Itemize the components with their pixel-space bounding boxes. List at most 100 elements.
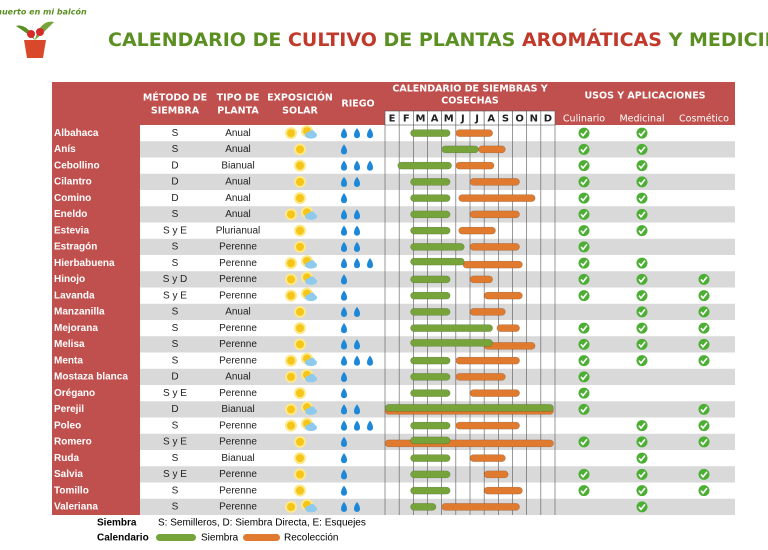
legend-text: Recolección xyxy=(284,533,338,544)
drop xyxy=(354,128,360,139)
sowing-bar xyxy=(410,373,451,381)
check-icon xyxy=(636,176,648,188)
check xyxy=(580,178,588,186)
watering xyxy=(341,436,347,447)
check xyxy=(580,373,588,381)
month-label: E xyxy=(389,114,396,125)
column-header: SOLAR xyxy=(282,106,318,117)
drop xyxy=(341,160,347,171)
name-column xyxy=(52,125,140,515)
sowing-method: S xyxy=(172,323,179,334)
harvest-bar xyxy=(441,503,520,511)
watering xyxy=(341,160,373,171)
sowing-bar xyxy=(410,503,437,511)
sowing-method: S xyxy=(172,485,179,496)
month-label: M xyxy=(444,114,454,125)
title-part: Y MEDICINALES xyxy=(662,29,768,51)
exposure-icon xyxy=(294,484,306,497)
sowing-bar xyxy=(397,161,452,170)
uses-header: Cosmético xyxy=(679,114,729,125)
exposure-icon xyxy=(294,435,306,448)
sowing-method: S xyxy=(172,307,179,318)
sowing-method: S xyxy=(172,355,179,366)
sun xyxy=(296,437,304,446)
check xyxy=(700,292,708,300)
plant-name: Albahaca xyxy=(54,128,99,139)
sun xyxy=(296,454,304,463)
column-header: PLANTA xyxy=(217,106,259,117)
drop xyxy=(367,355,373,366)
month-label: J xyxy=(460,114,465,125)
month-label: A xyxy=(431,114,439,125)
plant-name: Orégano xyxy=(54,388,95,399)
exposure-icon xyxy=(294,305,306,318)
check xyxy=(638,211,646,219)
plant-name: Estevia xyxy=(54,225,89,236)
column-header: CALENDARIO DE SIEMBRAS Y xyxy=(392,84,547,95)
plant-type: Bianual xyxy=(221,453,254,464)
uses-header: Culinario xyxy=(563,114,605,125)
sowing-method: S xyxy=(172,242,179,253)
plant-name: Cilantro xyxy=(54,177,92,188)
harvest-bar xyxy=(462,260,523,269)
sowing-bar xyxy=(410,243,465,251)
watering xyxy=(341,469,347,480)
check xyxy=(580,438,588,446)
cloud-puff xyxy=(309,260,315,267)
watering xyxy=(341,225,360,236)
sun xyxy=(287,259,295,268)
plant-type: Anual xyxy=(225,372,251,383)
exposure-icon xyxy=(294,175,306,188)
check-icon xyxy=(636,208,648,220)
sun xyxy=(296,324,304,333)
drop xyxy=(354,225,360,236)
sun xyxy=(287,210,295,219)
check xyxy=(638,162,646,170)
sowing-bar xyxy=(410,210,451,219)
check-icon xyxy=(636,485,648,497)
check xyxy=(638,178,646,186)
exposure-icon xyxy=(294,452,306,465)
sowing-bar xyxy=(410,339,493,347)
drop xyxy=(341,388,347,399)
sun xyxy=(287,291,295,300)
check xyxy=(700,422,708,430)
watering xyxy=(341,128,373,139)
check xyxy=(580,390,588,397)
sun xyxy=(296,389,304,398)
sowing-method: D xyxy=(171,177,178,188)
check xyxy=(638,357,646,365)
watering xyxy=(341,193,347,204)
drop xyxy=(354,306,360,317)
drop xyxy=(341,323,347,334)
cloud-puff xyxy=(309,406,315,413)
plant-name: Mostaza blanca xyxy=(54,372,128,383)
check xyxy=(700,325,708,332)
plant-type: Perenne xyxy=(219,290,257,301)
check xyxy=(580,227,588,235)
check-icon xyxy=(636,192,648,204)
check-icon xyxy=(698,338,710,350)
check xyxy=(580,162,588,170)
check xyxy=(638,325,646,332)
check xyxy=(580,276,588,284)
sowing-bar xyxy=(410,454,451,462)
check xyxy=(638,292,646,300)
harvest-bar xyxy=(458,226,496,235)
exposure-icon xyxy=(294,468,306,481)
month-label: A xyxy=(487,114,495,125)
exposure-icon xyxy=(294,387,306,400)
drop xyxy=(341,274,347,285)
plant-name: Poleo xyxy=(54,420,81,431)
sowing-method: D xyxy=(171,193,178,204)
check xyxy=(638,503,646,511)
plant-name: Mejorana xyxy=(54,323,98,334)
sowing-bar xyxy=(410,194,451,202)
harvest-bar xyxy=(469,454,506,462)
harvest-bar xyxy=(483,486,523,495)
harvest-bar xyxy=(483,291,523,300)
title-part: CALENDARIO DE xyxy=(108,29,288,51)
check xyxy=(580,406,588,414)
sowing-method: S y D xyxy=(163,274,187,285)
drop xyxy=(341,339,347,350)
